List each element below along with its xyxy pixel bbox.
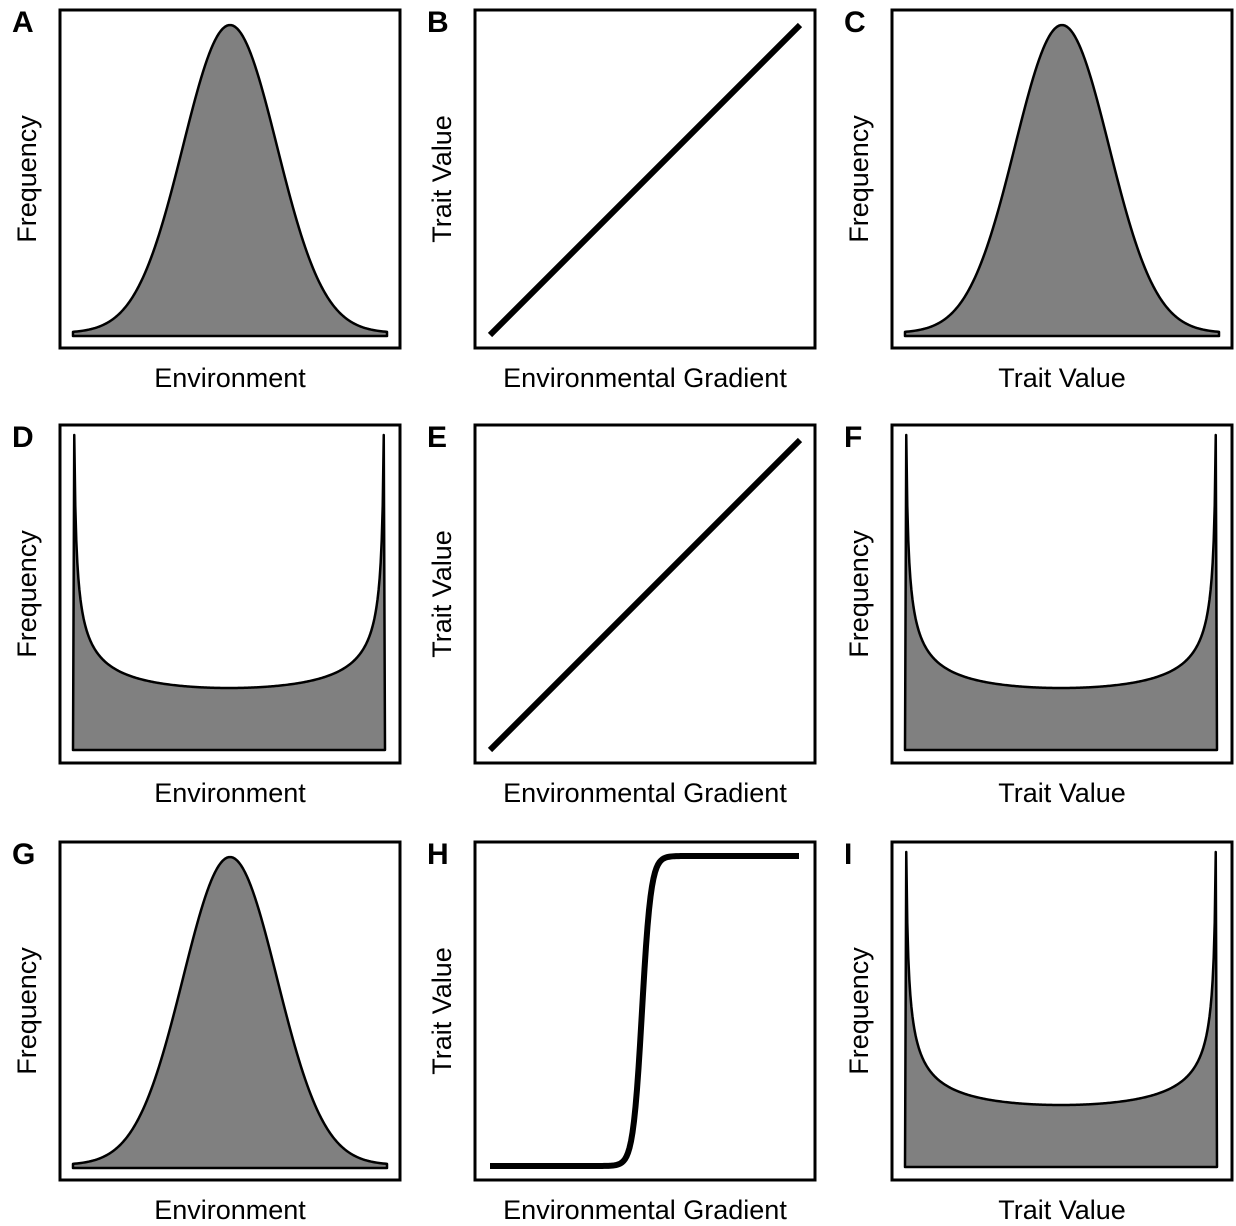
x-axis-label: Trait Value (998, 778, 1126, 808)
panel (58, 423, 402, 765)
distribution (903, 850, 1219, 1169)
x-axis-label: Environment (154, 1195, 306, 1225)
y-axis-label: Trait Value (427, 530, 457, 658)
panel-letter: E (427, 421, 447, 454)
distribution (903, 23, 1221, 338)
x-axis-label: Trait Value (998, 1195, 1126, 1225)
y-axis-label: Frequency (12, 947, 42, 1075)
y-axis-label: Frequency (12, 115, 42, 243)
panel-letter: G (12, 838, 35, 871)
panel-letter: B (427, 6, 449, 39)
panel-letter: I (844, 838, 852, 871)
trait-line (487, 437, 803, 753)
y-axis-label: Frequency (844, 530, 874, 658)
trait-line (487, 22, 803, 338)
panel (58, 840, 402, 1182)
distribution (71, 23, 389, 338)
y-axis-label: Trait Value (427, 115, 457, 243)
panel (473, 840, 817, 1182)
distribution (71, 433, 387, 752)
y-axis-label: Trait Value (427, 947, 457, 1075)
x-axis-label: Environmental Gradient (503, 778, 787, 808)
panel-letter: C (844, 6, 866, 39)
panel (58, 8, 402, 350)
x-axis-label: Environment (154, 778, 306, 808)
y-axis-label: Frequency (844, 115, 874, 243)
panel (473, 8, 817, 350)
panel-letter: A (12, 6, 34, 39)
panel (890, 840, 1234, 1182)
panel-letter: D (12, 421, 34, 454)
panel (890, 8, 1234, 350)
distribution (71, 855, 389, 1170)
panel (473, 423, 817, 765)
x-axis-label: Environmental Gradient (503, 363, 787, 393)
trait-curve (490, 853, 799, 1169)
panel-letter: H (427, 838, 449, 871)
x-axis-label: Trait Value (998, 363, 1126, 393)
x-axis-label: Environmental Gradient (503, 1195, 787, 1225)
panel (890, 423, 1234, 765)
y-axis-label: Frequency (844, 947, 874, 1075)
panel-letter: F (844, 421, 862, 454)
y-axis-label: Frequency (12, 530, 42, 658)
x-axis-label: Environment (154, 363, 306, 393)
distribution (903, 433, 1219, 752)
